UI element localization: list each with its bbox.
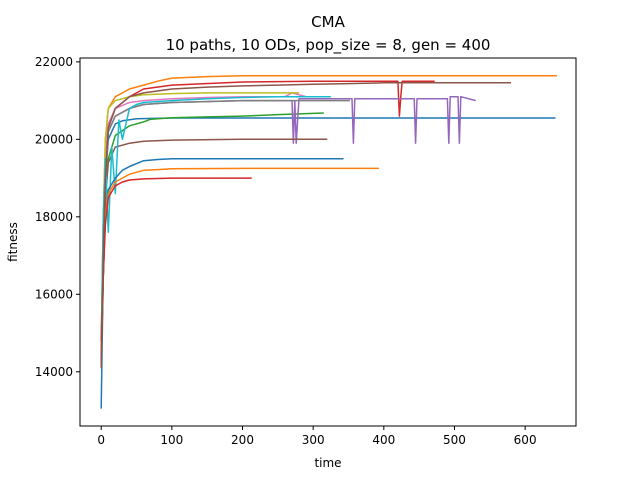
series-line-9 (100, 92, 299, 341)
y-tick-label: 16000 (35, 287, 73, 301)
plot-frame (79, 57, 577, 427)
x-axis: 0 100 200 300 400 500 600 (97, 426, 537, 447)
x-tick-label: 600 (514, 433, 537, 447)
series-line-4 (100, 80, 435, 345)
y-tick-label: 14000 (35, 365, 73, 379)
chart-subtitle: 10 paths, 10 ODs, pop_size = 8, gen = 40… (166, 36, 491, 55)
x-tick-label: 400 (372, 433, 395, 447)
x-axis-label: time (314, 456, 341, 470)
y-tick-label: 22000 (35, 55, 73, 69)
series-line-1 (100, 117, 556, 409)
x-tick-label: 200 (231, 433, 254, 447)
series-line-5 (100, 95, 476, 361)
y-axis: 14000 16000 18000 20000 22000 (35, 55, 80, 379)
x-tick-label: 500 (443, 433, 466, 447)
series-layer (100, 75, 557, 409)
series-line-12 (100, 167, 379, 349)
series-line-14 (100, 82, 511, 365)
x-tick-label: 100 (160, 433, 183, 447)
series-line-11 (100, 157, 344, 349)
x-tick-label: 0 (97, 433, 105, 447)
series-line-13 (100, 177, 252, 341)
x-tick-label: 300 (302, 433, 325, 447)
series-line-3 (100, 112, 324, 365)
y-axis-label: fitness (6, 222, 20, 262)
y-tick-label: 18000 (35, 210, 73, 224)
series-line-2 (100, 75, 557, 349)
chart-title: CMA (311, 13, 345, 31)
series-line-6 (100, 138, 328, 368)
y-tick-label: 20000 (35, 132, 73, 146)
